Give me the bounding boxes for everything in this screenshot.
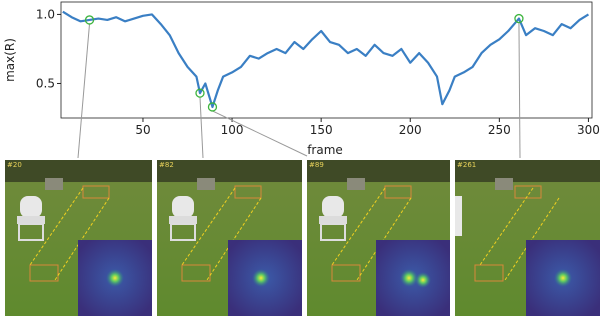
frame-label: #20: [7, 161, 22, 169]
box-top: [384, 185, 412, 199]
connector: [518, 22, 521, 159]
heat-peak: [415, 272, 431, 288]
dash: [29, 187, 84, 266]
rock: [495, 178, 513, 190]
x-tick-label: 300: [577, 123, 600, 137]
chair: [20, 196, 42, 218]
chair-seat: [319, 216, 347, 224]
highlight: [514, 13, 524, 24]
box-top: [514, 185, 542, 199]
chair: [455, 196, 462, 236]
box-bottom: [474, 264, 504, 282]
highlight: [84, 15, 95, 25]
dash: [54, 197, 110, 281]
frame-label: #89: [309, 161, 324, 169]
rock: [197, 178, 215, 190]
y-axis-label: max(R): [3, 38, 17, 82]
heat-peak: [106, 269, 124, 287]
connector: [212, 110, 308, 157]
box-top: [82, 185, 110, 199]
chair-seat: [169, 216, 197, 224]
plot-frame: [60, 1, 593, 119]
box-bottom: [29, 264, 59, 282]
dash: [331, 187, 386, 266]
dash: [504, 197, 560, 281]
highlight: [207, 102, 218, 112]
rock: [347, 178, 365, 190]
box-bottom: [181, 264, 211, 282]
dash: [356, 197, 412, 281]
frames: #20 #82 #89 #261: [5, 160, 600, 316]
heat-peak: [554, 269, 572, 287]
x-tick-label: 200: [399, 123, 422, 137]
dash: [206, 197, 262, 281]
tree-line: [5, 160, 152, 182]
frame-label: #82: [159, 161, 174, 169]
heat-peak: [400, 269, 418, 287]
y-tick-label: 0.5: [36, 76, 55, 90]
series-line: [62, 10, 590, 109]
chair: [322, 196, 344, 218]
heat-peak: [252, 269, 270, 287]
x-tick-label: 250: [488, 123, 511, 137]
connector: [199, 97, 204, 159]
tree-line: [307, 160, 450, 182]
chair-legs: [320, 223, 346, 241]
chair-seat: [17, 216, 45, 224]
highlight: [195, 88, 205, 98]
frame-label: #261: [457, 161, 476, 169]
chair: [172, 196, 194, 218]
x-axis-label: frame: [307, 143, 343, 157]
tree-line: [455, 160, 600, 182]
rock: [45, 178, 63, 190]
y-tick-label: 1.0: [36, 7, 55, 21]
chair-legs: [18, 223, 44, 241]
dash: [181, 187, 236, 266]
dash: [479, 187, 534, 266]
box-top: [234, 185, 262, 199]
x-tick-label: 100: [221, 123, 244, 137]
tree-line: [157, 160, 302, 182]
x-tick-label: 50: [135, 123, 150, 137]
x-tick-label: 150: [310, 123, 333, 137]
chair-legs: [170, 223, 196, 241]
box-bottom: [331, 264, 361, 282]
connector: [77, 23, 91, 159]
